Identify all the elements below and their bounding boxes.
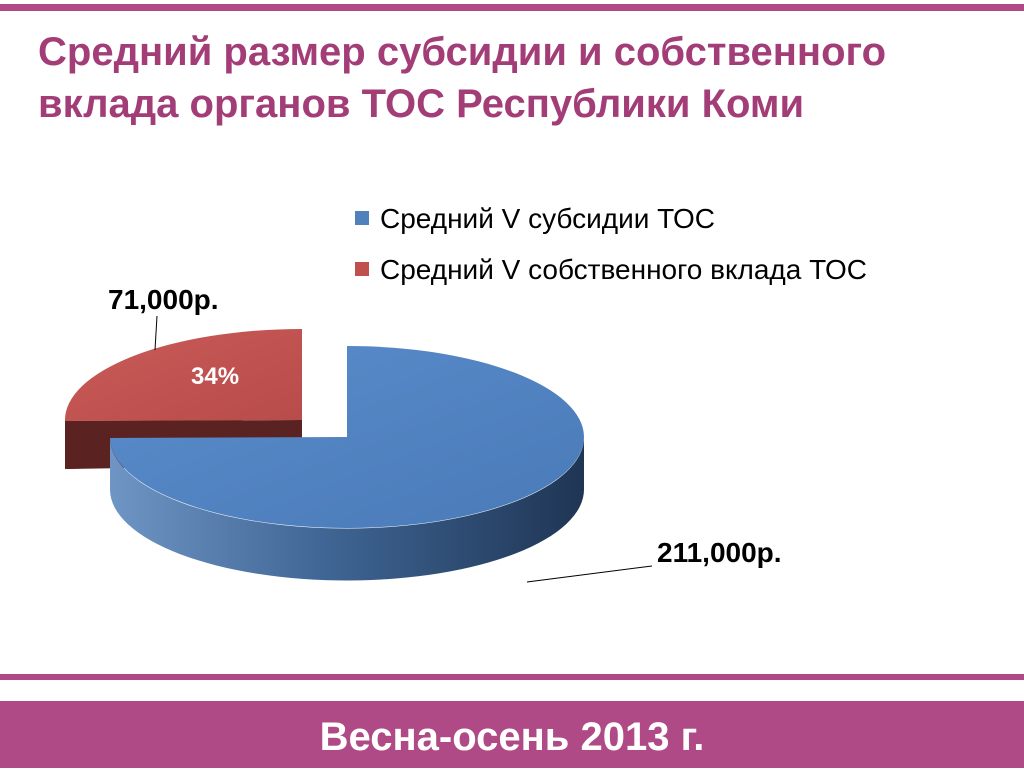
footer-text: Весна-осень 2013 г.: [319, 715, 705, 759]
percent-label-own-contribution: 34%: [191, 363, 239, 390]
bottom-rule: [0, 674, 1024, 680]
leader-line-own-contribution: [154, 315, 158, 351]
pie-slice-own-contribution-top: [64, 329, 302, 421]
pie-slice-subsidy-top: [110, 346, 584, 528]
legend-label-subsidy: Средний V субсидии ТОС: [380, 203, 715, 234]
pie-chart: 71,000р. 211,000р. 34% Средний V субсиди…: [64, 203, 867, 583]
legend-label-own-contribution: Средний V собственного вклада ТОС: [380, 254, 867, 285]
pie-slice-subsidy-side: [110, 437, 585, 581]
pie-slice-subsidy: [110, 346, 585, 581]
legend-swatch-own-contribution: [355, 262, 369, 276]
leader-line-subsidy: [526, 565, 653, 583]
page-title: Средний размер субсидии и собственного в…: [38, 30, 887, 126]
top-rule: [0, 4, 1024, 11]
data-label-subsidy: 211,000р.: [657, 537, 782, 568]
data-label-own-contribution: 71,000р.: [108, 284, 219, 315]
legend-swatch-subsidy: [355, 211, 369, 225]
chart-legend: Средний V субсидии ТОС Средний V собстве…: [355, 203, 867, 285]
footer-bar: Весна-осень 2013 г.: [0, 701, 1024, 768]
